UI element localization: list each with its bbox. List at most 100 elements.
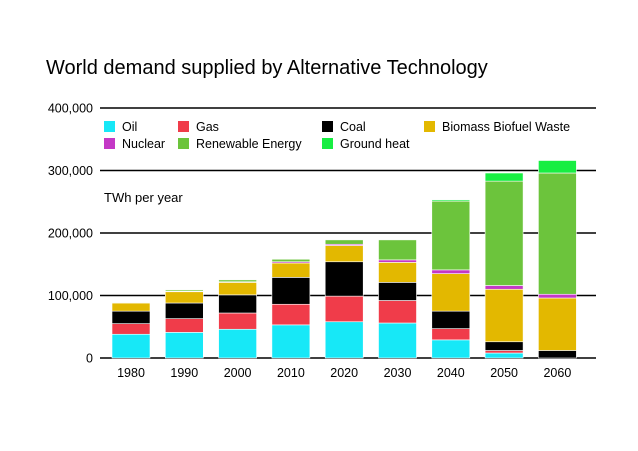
bar-segment-biomass-biofuel-waste-2060 — [538, 297, 577, 351]
bar-group-2010 — [271, 258, 311, 359]
bar-segment-coal-2010 — [271, 277, 311, 305]
bar-segment-biomass-biofuel-waste-2010 — [271, 262, 311, 278]
bar-segment-ground-heat-2050 — [484, 172, 524, 182]
legend-label: Nuclear — [122, 137, 165, 151]
bar-group-1990 — [165, 289, 204, 359]
legend-item-renewable-energy: Renewable Energy — [178, 137, 302, 151]
bar-segment-oil-2040 — [431, 339, 471, 359]
bar-segment-ground-heat-2040 — [431, 199, 471, 202]
x-axis-tick-labels: 1980 1990 2000 2010 2020 2030 2040 2050 2060 — [117, 366, 571, 380]
bar-segment-ground-heat-2060 — [538, 160, 577, 174]
x-tick-label: 1990 — [170, 366, 198, 380]
x-tick-label: 2040 — [437, 366, 465, 380]
bar-segment-renewable-energy-2020 — [324, 239, 364, 245]
legend-label: Renewable Energy — [196, 137, 302, 151]
bar-group-2040 — [431, 199, 471, 359]
bar-segment-renewable-energy-2000 — [218, 279, 257, 283]
bar-segment-oil-2000 — [218, 328, 257, 359]
bar-segment-coal-1990 — [165, 302, 204, 319]
bar-segment-biomass-biofuel-waste-1980 — [111, 302, 151, 312]
bar-group-2060 — [538, 160, 577, 359]
y-axis-tick-labels: 0 100,000 200,000 300,000 400,000 — [48, 102, 93, 366]
bar-segment-biomass-biofuel-waste-2040 — [431, 273, 471, 312]
bar-segment-oil-2010 — [271, 324, 311, 359]
x-tick-label: 1980 — [117, 366, 145, 380]
bar-segment-coal-2030 — [378, 282, 417, 301]
bar-segment-coal-2040 — [431, 310, 471, 329]
bar-segment-oil-1980 — [111, 333, 151, 359]
bar-segment-coal-2020 — [324, 261, 364, 297]
bar-segment-coal-2060 — [538, 350, 577, 359]
bar-segment-gas-2020 — [324, 295, 364, 323]
bar-segment-gas-2040 — [431, 328, 471, 341]
bar-segment-gas-1980 — [111, 323, 151, 335]
bar-segment-gas-2010 — [271, 303, 311, 326]
legend-label: Ground heat — [340, 137, 410, 151]
bar-segment-oil-2030 — [378, 322, 417, 359]
x-tick-label: 2020 — [330, 366, 358, 380]
bar-segment-gas-2000 — [218, 312, 257, 330]
bar-segment-biomass-biofuel-waste-2050 — [484, 288, 524, 343]
bar-segment-renewable-energy-2010 — [271, 258, 311, 263]
bar-segment-nuclear-2040 — [431, 269, 471, 274]
legend-item-gas: Gas — [178, 120, 219, 134]
x-tick-label: 2050 — [490, 366, 518, 380]
bar-segment-gas-1990 — [165, 318, 204, 333]
bar-group-2000 — [218, 279, 257, 359]
bar-segment-biomass-biofuel-waste-2000 — [218, 282, 257, 296]
bar-segment-renewable-energy-2060 — [538, 172, 577, 295]
legend-item-oil: Oil — [104, 120, 137, 134]
bar-group-2030 — [378, 239, 417, 359]
bar-segment-oil-2020 — [324, 321, 364, 359]
bar-group-2050 — [484, 172, 524, 359]
x-tick-label: 2000 — [224, 366, 252, 380]
legend-item-nuclear: Nuclear — [104, 137, 165, 151]
y-tick-label: 100,000 — [48, 289, 93, 303]
legend-swatch — [424, 121, 435, 132]
legend: Oil Gas Coal Biomass Biofuel Waste Nuclear Re… — [104, 120, 570, 151]
y-tick-label: 300,000 — [48, 164, 93, 178]
bar-segment-coal-2000 — [218, 294, 257, 314]
legend-swatch — [322, 138, 333, 149]
x-tick-label: 2030 — [384, 366, 412, 380]
legend-swatch — [178, 138, 189, 149]
legend-label: Biomass Biofuel Waste — [442, 120, 570, 134]
legend-item-ground-heat: Ground heat — [322, 137, 410, 151]
legend-swatch — [178, 121, 189, 132]
bar-segment-renewable-energy-2050 — [484, 180, 524, 286]
y-tick-label: 0 — [86, 352, 93, 366]
bar-segment-coal-1980 — [111, 310, 151, 324]
bar-segment-biomass-biofuel-waste-1990 — [165, 291, 204, 304]
unit-label: TWh per year — [104, 190, 183, 205]
bar-segment-nuclear-2030 — [378, 259, 417, 263]
bar-group-2020 — [324, 239, 364, 359]
bar-segment-oil-2050 — [484, 352, 524, 359]
x-tick-label: 2010 — [277, 366, 305, 380]
legend-item-biomass-biofuel-waste: Biomass Biofuel Waste — [424, 120, 570, 134]
y-tick-label: 400,000 — [48, 102, 93, 116]
bar-segment-nuclear-2060 — [538, 293, 577, 299]
bars — [111, 160, 577, 359]
bar-segment-gas-2050 — [484, 350, 524, 354]
bar-segment-oil-1990 — [165, 332, 204, 359]
legend-label: Gas — [196, 120, 219, 134]
legend-label: Oil — [122, 120, 137, 134]
chart-title: World demand supplied by Alternative Tec… — [46, 57, 488, 79]
y-tick-label: 200,000 — [48, 227, 93, 241]
legend-label: Coal — [340, 120, 366, 134]
bar-segment-nuclear-2050 — [484, 285, 524, 290]
legend-swatch — [322, 121, 333, 132]
bar-group-1980 — [111, 302, 151, 359]
bar-segment-renewable-energy-2030 — [378, 239, 417, 261]
bar-segment-gas-2030 — [378, 300, 417, 324]
legend-item-coal: Coal — [322, 120, 366, 134]
bar-segment-renewable-energy-2040 — [431, 200, 471, 271]
bar-segment-biomass-biofuel-waste-2020 — [324, 245, 364, 263]
legend-swatch — [104, 138, 115, 149]
legend-swatch — [104, 121, 115, 132]
bar-segment-coal-2050 — [484, 341, 524, 351]
bar-segment-renewable-energy-1990 — [165, 289, 204, 292]
x-tick-label: 2060 — [543, 366, 571, 380]
bar-segment-biomass-biofuel-waste-2030 — [378, 262, 417, 283]
